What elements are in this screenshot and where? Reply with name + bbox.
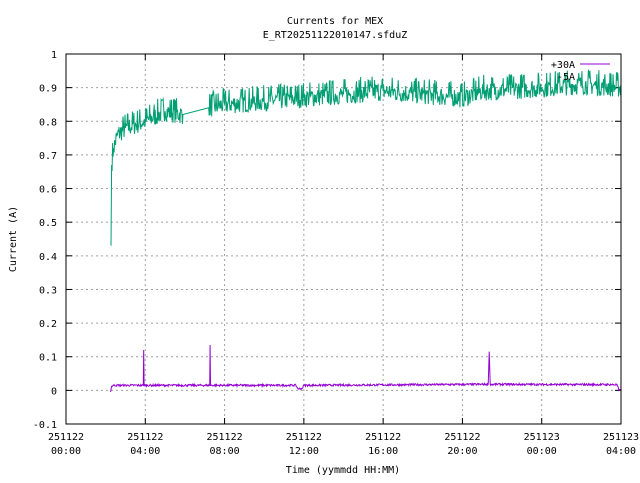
x-tick-time: 12:00	[289, 446, 319, 457]
legend: +30A -5A	[551, 60, 610, 83]
y-tick-label: 0.7	[39, 151, 57, 162]
plot-frame	[65, 53, 622, 425]
series-line-5a	[110, 69, 622, 246]
y-tick-label: 0.5	[39, 218, 57, 229]
y-tick-label: -0.1	[33, 420, 57, 431]
y-tick-label: 0.6	[39, 185, 57, 196]
y-tick-label: 1	[51, 50, 57, 61]
chart-subtitle: E_RT20251122010147.sfduZ	[263, 30, 408, 41]
legend-label-5a: -5A	[557, 72, 575, 83]
x-tick-time: 00:00	[51, 446, 81, 457]
y-tick-label: 0.9	[39, 84, 57, 95]
x-tick-time: 16:00	[368, 446, 398, 457]
y-axis-label: Current (A)	[8, 206, 19, 272]
x-axis-label: Time (yymmdd HH:MM)	[286, 465, 400, 476]
x-tick-date: 251122	[444, 432, 480, 443]
y-tick-label: 0.1	[39, 353, 57, 364]
y-tick-label: 0.2	[39, 319, 57, 330]
x-tick-date: 251122	[365, 432, 401, 443]
chart-title: Currents for MEX	[287, 16, 383, 27]
x-tick-date: 251122	[286, 432, 322, 443]
x-tick-time: 20:00	[447, 446, 477, 457]
y-tick-label: 0.3	[39, 285, 57, 296]
series-line-30a	[110, 344, 622, 393]
x-tick-date: 251123	[603, 432, 639, 443]
y-tick-label: 0	[51, 386, 57, 397]
x-tick-date: 251122	[48, 432, 84, 443]
legend-label-30a: +30A	[551, 60, 575, 71]
x-tick-date: 251122	[207, 432, 243, 443]
x-tick-date: 251123	[524, 432, 560, 443]
x-tick-time: 08:00	[210, 446, 240, 457]
x-tick-date: 251122	[127, 432, 163, 443]
y-tick-label: 0.8	[39, 117, 57, 128]
y-tick-label: 0.4	[39, 252, 57, 263]
x-tick-time: 04:00	[130, 446, 160, 457]
x-tick-time: 04:00	[606, 446, 636, 457]
x-tick-time: 00:00	[527, 446, 557, 457]
